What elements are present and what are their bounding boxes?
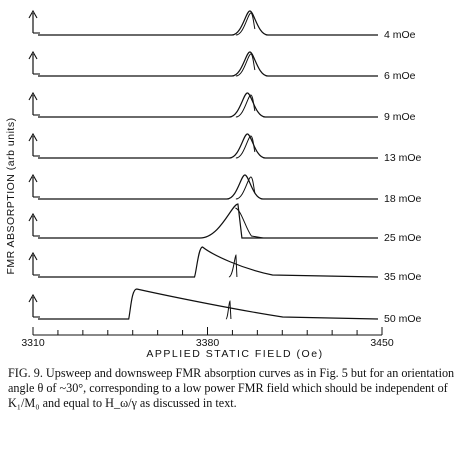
series-label: 18 mOe bbox=[384, 193, 422, 205]
curve-upsweep bbox=[235, 12, 256, 36]
curve-upsweep bbox=[235, 135, 256, 159]
caption-text: Upsweep and downsweep FMR absorption cur… bbox=[8, 366, 455, 410]
curve-upsweep bbox=[235, 207, 264, 239]
curve-upsweep bbox=[225, 300, 232, 320]
x-axis: 3310 3380 3450 bbox=[21, 327, 394, 349]
arrows-group bbox=[28, 9, 40, 318]
scale-arrow-head bbox=[28, 251, 38, 261]
series-label: 13 mOe bbox=[384, 152, 422, 164]
curve-downsweep bbox=[38, 174, 378, 200]
curve-downsweep bbox=[38, 288, 379, 320]
curve-upsweep bbox=[228, 254, 238, 278]
series-label: 6 mOe bbox=[384, 70, 416, 82]
x-tick-label: 3450 bbox=[370, 337, 394, 349]
series-labels: 4 mOe 6 mOe 9 mOe 13 mOe 18 mOe 25 mOe 35 mOe 5… bbox=[384, 29, 422, 325]
scale-arrow-head bbox=[28, 132, 38, 142]
scale-arrow-head bbox=[28, 212, 38, 222]
scale-arrow-head bbox=[28, 91, 38, 101]
curve-downsweep bbox=[38, 10, 378, 36]
curve-upsweep bbox=[235, 94, 256, 118]
figure-caption: FIG. 9. Upsweep and downsweep FMR absorp… bbox=[8, 366, 464, 411]
x-tick-label: 3380 bbox=[196, 337, 220, 349]
scale-arrow-head bbox=[28, 293, 38, 303]
x-tick-label: 3310 bbox=[21, 337, 45, 349]
caption-label: FIG. 9. bbox=[8, 366, 43, 380]
curve-downsweep bbox=[38, 203, 378, 239]
series-label: 50 mOe bbox=[384, 313, 422, 325]
series-label: 4 mOe bbox=[384, 29, 416, 41]
y-axis-label: FMR ABSORPTION (arb units) bbox=[5, 117, 17, 274]
series-label: 9 mOe bbox=[384, 111, 416, 123]
curve-upsweep bbox=[235, 53, 256, 77]
scale-arrow-head bbox=[28, 50, 38, 60]
curve-downsweep bbox=[38, 51, 378, 77]
series-label: 35 mOe bbox=[384, 271, 422, 283]
series-label: 25 mOe bbox=[384, 232, 422, 244]
curve-downsweep bbox=[38, 92, 378, 118]
curve-upsweep bbox=[235, 176, 256, 200]
curves-group bbox=[38, 10, 379, 320]
scale-arrow-head bbox=[28, 173, 38, 183]
x-axis-label: APPLIED STATIC FIELD (Oe) bbox=[146, 348, 323, 360]
curve-downsweep bbox=[38, 133, 378, 159]
scale-arrow-head bbox=[28, 9, 38, 19]
curve-downsweep bbox=[38, 246, 379, 278]
